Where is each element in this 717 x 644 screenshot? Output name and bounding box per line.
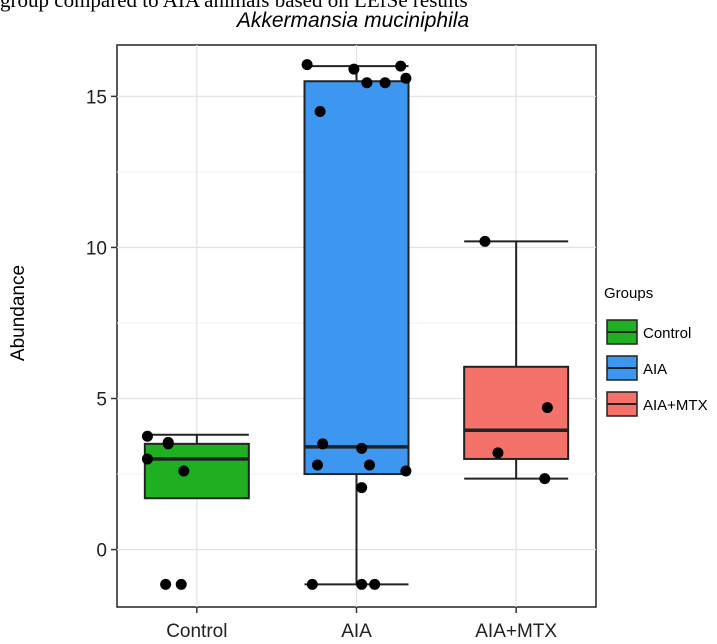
data-point xyxy=(301,59,313,71)
legend: Groups Control AIA AIA+MTX xyxy=(604,285,708,417)
data-point xyxy=(141,453,153,465)
data-point xyxy=(356,482,368,494)
data-point xyxy=(539,473,551,485)
data-point xyxy=(348,63,360,75)
x-tick-label: Control xyxy=(166,621,227,642)
box-aia xyxy=(303,65,410,586)
data-point xyxy=(178,465,190,477)
x-tick-label: AIA+MTX xyxy=(475,621,557,642)
data-point xyxy=(314,105,326,117)
x-tick-label: AIA xyxy=(341,621,372,642)
data-point xyxy=(356,442,368,454)
data-point xyxy=(306,578,318,590)
legend-label: AIA+MTX xyxy=(643,397,708,414)
legend-item-aia-mtx: AIA+MTX xyxy=(606,391,708,417)
data-point xyxy=(312,459,323,471)
legend-label: AIA xyxy=(643,361,667,378)
data-point xyxy=(395,60,407,72)
box-body xyxy=(303,80,410,476)
data-point xyxy=(400,465,412,477)
y-tick-label: 15 xyxy=(86,87,107,108)
data-point xyxy=(400,72,412,84)
box-body xyxy=(463,365,570,460)
y-axis-label: Abundance xyxy=(8,265,29,361)
data-point xyxy=(317,438,329,450)
chart-title: Akkermansia muciniphila xyxy=(235,9,469,32)
legend-title: Groups xyxy=(604,285,653,302)
data-point xyxy=(162,438,174,450)
data-point xyxy=(541,402,553,414)
box-control xyxy=(143,433,250,500)
data-point xyxy=(361,77,373,89)
legend-item-control: Control xyxy=(606,319,691,345)
data-point xyxy=(379,77,391,89)
data-point xyxy=(369,578,381,590)
y-tick-label: 0 xyxy=(96,541,107,562)
data-points xyxy=(141,59,553,590)
y-tick-label: 5 xyxy=(96,390,107,411)
data-point xyxy=(356,578,368,590)
box-aia-mtx xyxy=(463,240,570,480)
data-point xyxy=(175,578,187,590)
data-point xyxy=(479,235,491,247)
y-tick-label: 10 xyxy=(86,238,107,259)
box-body xyxy=(143,442,250,500)
legend-label: Control xyxy=(643,325,691,342)
data-point xyxy=(492,447,504,459)
data-point xyxy=(160,578,172,590)
data-point xyxy=(141,430,153,442)
axes: 0 5 10 15 Control AIA AIA+MTX xyxy=(86,87,558,642)
caption-fragment: group compared to AIA animals based on L… xyxy=(0,0,468,12)
legend-item-aia: AIA xyxy=(606,355,667,381)
boxes xyxy=(143,65,570,586)
data-point xyxy=(364,459,375,471)
